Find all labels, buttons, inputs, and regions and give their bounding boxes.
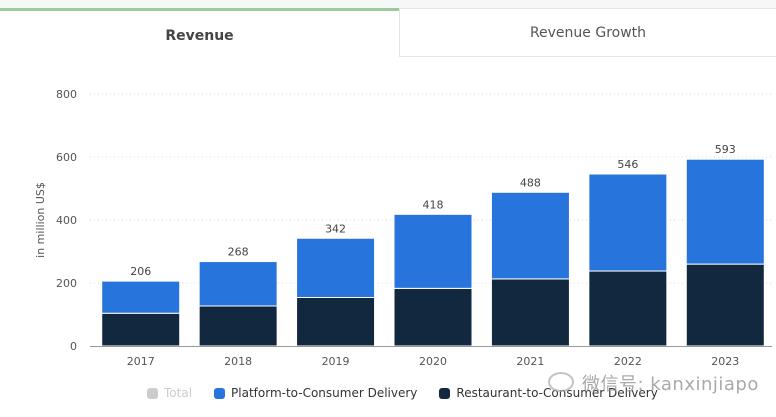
legend-swatch-restaurant: [439, 387, 451, 399]
watermark-text: 微信号: kanxinjiapo: [582, 374, 759, 395]
data-label-total: 593: [715, 143, 736, 156]
x-tick-label: 2018: [224, 355, 252, 368]
x-tick-label: 2017: [127, 355, 155, 368]
legend-item-restaurant[interactable]: Restaurant-to-Consumer Delivery: [439, 386, 658, 400]
bar-platform: [490, 191, 570, 280]
bar-restaurant: [198, 305, 278, 347]
data-label-total: 206: [130, 265, 151, 278]
data-label-total: 342: [325, 222, 346, 235]
legend-label-platform: Platform-to-Consumer Delivery: [231, 386, 418, 400]
bar-restaurant: [685, 263, 765, 347]
legend-item-total[interactable]: Total: [147, 386, 192, 400]
bar-platform: [198, 261, 278, 307]
top-strip: [0, 0, 776, 8]
tab-revenue-growth-label: Revenue Growth: [529, 24, 647, 41]
x-tick-label: 2021: [516, 355, 544, 368]
legend-swatch-platform: [214, 387, 226, 399]
y-tick-label: 200: [56, 277, 77, 290]
legend-item-platform[interactable]: Platform-to-Consumer Delivery: [214, 386, 417, 400]
bar-restaurant: [101, 312, 181, 347]
y-axis-label: in million US$: [34, 182, 47, 258]
tab-revenue[interactable]: Revenue: [0, 8, 399, 57]
chart-legend: Total Platform-to-Consumer Delivery Rest…: [147, 386, 680, 400]
data-label-total: 268: [228, 246, 249, 259]
bar-restaurant: [588, 270, 668, 347]
x-tick-label: 2019: [322, 355, 350, 368]
bar-platform: [685, 158, 765, 265]
tab-revenue-label: Revenue: [165, 28, 234, 44]
y-tick-label: 0: [70, 340, 77, 353]
bar-platform: [393, 213, 473, 289]
data-label-total: 488: [520, 176, 541, 189]
wechat-icon: [548, 372, 574, 392]
legend-label-restaurant: Restaurant-to-Consumer Delivery: [456, 386, 658, 400]
watermark: 微信号: kanxinjiapo: [548, 370, 759, 396]
data-label-total: 418: [423, 198, 444, 211]
bar-restaurant: [296, 296, 376, 347]
bar-restaurant: [393, 287, 473, 347]
legend-label-total: Total: [164, 386, 193, 400]
legend-swatch-total: [147, 387, 158, 399]
revenue-chart: 0 200 400 600 800 in million US$ 206 2017 268 201…: [34, 88, 772, 368]
bar-platform: [296, 237, 376, 298]
data-label-total: 546: [617, 158, 638, 171]
x-tick-label: 2023: [711, 355, 739, 368]
bar-restaurant: [490, 278, 570, 347]
bar-platform: [588, 173, 668, 272]
x-tick-label: 2022: [614, 355, 642, 368]
x-tick-label: 2020: [419, 355, 447, 368]
y-tick-label: 800: [56, 88, 77, 101]
y-tick-label: 400: [56, 214, 77, 227]
tab-revenue-growth[interactable]: Revenue Growth: [399, 8, 776, 57]
bar-platform: [101, 280, 181, 314]
y-tick-label: 600: [56, 151, 77, 164]
